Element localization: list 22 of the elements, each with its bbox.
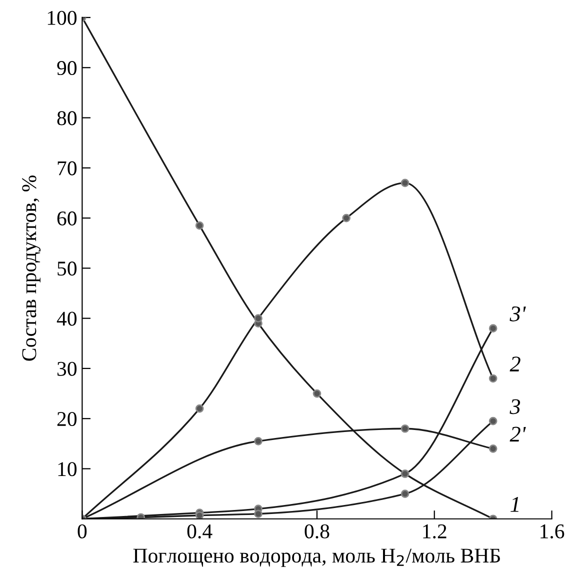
y-tick-label: 80 [57,111,77,126]
y-tick-label: 100 [48,10,77,25]
y-tick-label: 50 [58,262,77,276]
series-label: 2' [510,426,526,442]
y-tick-label: 10 [58,462,77,476]
series-label: 2 [510,356,520,372]
y-axis-title: Состав продуктов, % [22,175,41,361]
y-tick-label: 30 [57,362,77,376]
y-tick-label: 70 [58,161,77,176]
series-label: 3 [510,399,520,414]
y-tick-label: 40 [56,312,77,326]
series-label: 3' [510,306,526,322]
x-tick-label: 0 [78,524,87,538]
x-tick-label: 0.8 [304,524,330,538]
x-tick-label: 0.4 [187,524,212,538]
y-tick-label: 90 [57,61,77,76]
y-tick-label: 60 [57,211,77,226]
series-label: 1 [510,497,518,512]
x-axis-title: Поглощено водорода, моль H$_{2}$/моль ВНБ [133,548,500,567]
x-tick-label: 1.2 [423,524,446,538]
x-tick-label: 1.6 [540,524,564,538]
y-tick-label: 20 [57,412,77,426]
